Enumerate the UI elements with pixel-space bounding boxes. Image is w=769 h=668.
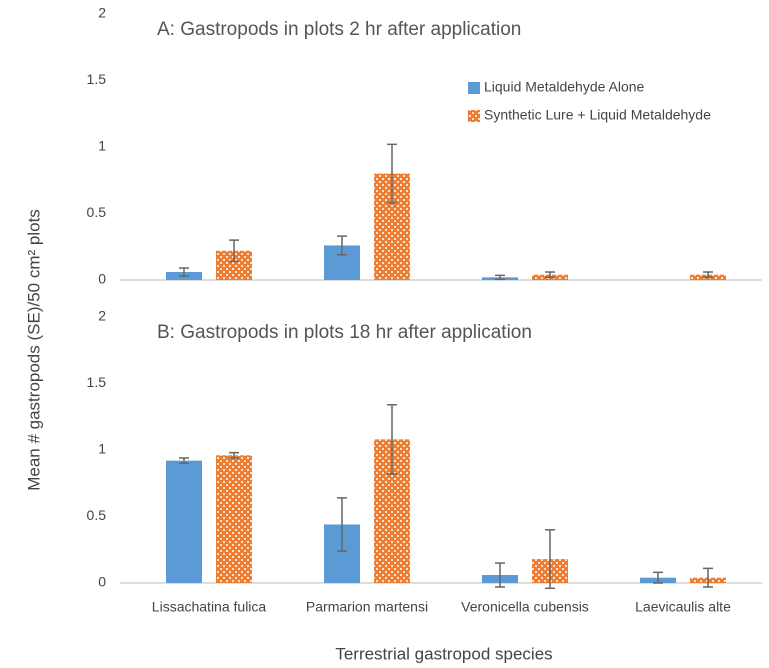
- y-tick-label: 0.5: [87, 204, 107, 220]
- x-tick-label: Laevicaulis alte: [635, 599, 731, 615]
- chart-title: A: Gastropods in plots 2 hr after applic…: [157, 19, 521, 40]
- y-tick-label: 2: [98, 5, 106, 21]
- bar: [216, 455, 252, 583]
- y-tick-label: 2: [98, 308, 106, 324]
- x-axis-label: Terrestrial gastropod species: [335, 644, 552, 663]
- chart-title: B: Gastropods in plots 18 hr after appli…: [157, 322, 532, 343]
- x-tick-label: Parmarion martensi: [306, 599, 428, 615]
- y-tick-label: 0: [98, 271, 106, 287]
- y-axis-label: Mean # gastropods (SE)/50 cm² plots: [24, 209, 43, 491]
- x-tick-label: Veronicella cubensis: [461, 599, 589, 615]
- y-tick-label: 1: [98, 138, 106, 154]
- y-tick-label: 1: [98, 441, 106, 457]
- x-tick-label: Lissachatina fulica: [152, 599, 267, 615]
- y-tick-label: 0.5: [87, 507, 107, 523]
- y-tick-label: 0: [98, 574, 106, 590]
- legend-swatch: [468, 82, 480, 94]
- legend-swatch: [468, 110, 480, 122]
- legend-label: Synthetic Lure + Liquid Metaldehyde: [484, 107, 711, 123]
- y-tick-label: 1.5: [87, 374, 107, 390]
- bar: [166, 460, 202, 583]
- y-tick-label: 1.5: [87, 71, 107, 87]
- legend-label: Liquid Metaldehyde Alone: [484, 79, 645, 95]
